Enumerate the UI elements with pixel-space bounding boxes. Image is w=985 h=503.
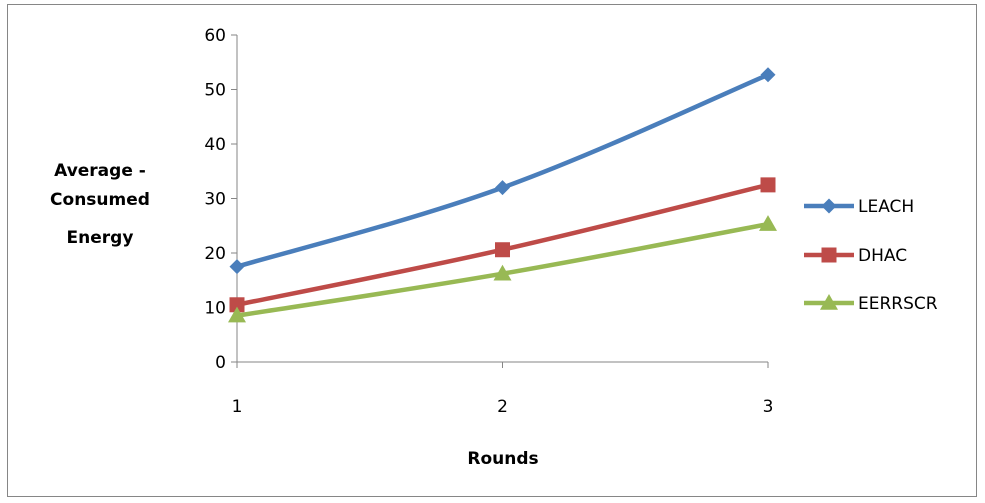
y-axis-title-line-3: Energy xyxy=(67,228,134,248)
y-axis-title-line-1: Average - xyxy=(54,161,146,181)
data-point-marker xyxy=(495,180,510,196)
data-point-marker xyxy=(493,264,512,281)
legend-marker xyxy=(820,294,838,310)
y-tick-label: 0 xyxy=(215,353,226,373)
legend-label: EERRSCR xyxy=(858,294,938,314)
legend: LEACH DHAC EERRSCR xyxy=(804,197,938,314)
series-eerrscr xyxy=(228,215,777,323)
y-axis-ticks: 0 10 20 30 40 50 60 xyxy=(204,26,237,373)
x-tick-label: 3 xyxy=(763,397,774,417)
series-layer xyxy=(228,67,777,323)
y-tick-label: 10 xyxy=(204,299,226,319)
data-point-marker xyxy=(760,177,776,193)
legend-item-eerrscr: EERRSCR xyxy=(804,294,938,314)
x-axis-title: Rounds xyxy=(467,449,538,469)
y-tick-label: 60 xyxy=(204,26,226,46)
legend-label: LEACH xyxy=(858,197,914,217)
series-leach xyxy=(229,67,776,275)
x-axis-ticks: 1 2 3 xyxy=(232,362,774,417)
x-tick-label: 1 xyxy=(232,397,243,417)
x-tick-label: 2 xyxy=(497,397,508,417)
chart-frame: 0 10 20 30 40 50 60 1 2 3 Average - Consumed Ene… xyxy=(7,4,977,497)
data-point-marker xyxy=(229,259,245,275)
legend-marker xyxy=(821,198,837,214)
legend-label: DHAC xyxy=(858,246,907,266)
y-tick-label: 20 xyxy=(204,244,226,264)
axes xyxy=(236,35,768,363)
series-dhac xyxy=(229,177,776,313)
data-point-marker xyxy=(759,215,777,231)
data-point-marker xyxy=(760,67,776,83)
line-chart: 0 10 20 30 40 50 60 1 2 3 Average - Consumed Ene… xyxy=(50,26,938,469)
data-point-marker xyxy=(495,242,510,258)
data-point-marker xyxy=(228,306,246,323)
y-tick-label: 50 xyxy=(204,81,226,101)
data-point-marker xyxy=(229,297,245,313)
y-axis-title: Average - Consumed Energy xyxy=(50,161,150,248)
y-tick-label: 40 xyxy=(204,135,226,155)
y-tick-label: 30 xyxy=(204,190,226,210)
y-axis-title-line-2: Consumed xyxy=(50,190,150,210)
legend-marker xyxy=(821,247,837,263)
legend-item-dhac: DHAC xyxy=(804,246,907,266)
legend-item-leach: LEACH xyxy=(804,197,914,217)
